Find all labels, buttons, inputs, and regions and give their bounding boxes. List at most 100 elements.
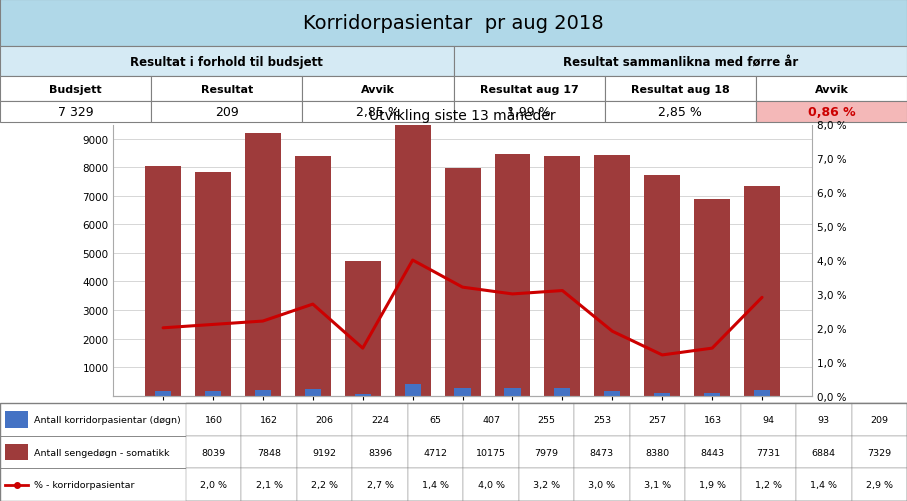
Bar xyxy=(186,436,241,468)
Bar xyxy=(756,102,907,123)
Bar xyxy=(704,393,720,396)
Text: Resultat sammanlikna med førre år: Resultat sammanlikna med førre år xyxy=(562,56,798,69)
Bar xyxy=(605,77,756,102)
Text: Utvikling siste 13 måneder: Utvikling siste 13 måneder xyxy=(369,107,556,123)
Text: 253: 253 xyxy=(593,415,611,424)
Bar xyxy=(0,77,151,102)
Bar xyxy=(454,77,605,102)
Text: 209: 209 xyxy=(871,415,888,424)
Bar xyxy=(5,444,28,460)
Bar xyxy=(454,47,907,77)
Text: 1,2 %: 1,2 % xyxy=(755,480,782,489)
Bar xyxy=(408,436,463,468)
Bar xyxy=(685,468,741,501)
Bar xyxy=(463,403,519,436)
Bar xyxy=(395,106,431,396)
Bar xyxy=(352,468,408,501)
Bar xyxy=(408,403,463,436)
Text: Antall korridorpasientar (døgn): Antall korridorpasientar (døgn) xyxy=(34,415,180,424)
Text: 2,1 %: 2,1 % xyxy=(256,480,283,489)
Bar xyxy=(408,468,463,501)
Text: 407: 407 xyxy=(482,415,500,424)
Bar xyxy=(852,403,907,436)
Bar xyxy=(796,403,852,436)
Text: 93: 93 xyxy=(818,415,830,424)
Text: 94: 94 xyxy=(763,415,775,424)
Text: Avvik: Avvik xyxy=(361,85,395,95)
Bar xyxy=(241,436,297,468)
Bar xyxy=(574,403,629,436)
Bar xyxy=(604,391,620,396)
Text: 2,9 %: 2,9 % xyxy=(866,480,892,489)
Bar xyxy=(454,389,471,396)
Bar xyxy=(654,393,670,396)
Bar xyxy=(352,436,408,468)
Text: 8380: 8380 xyxy=(646,448,669,456)
Text: 4712: 4712 xyxy=(424,448,447,456)
Bar xyxy=(852,436,907,468)
Text: Avvik: Avvik xyxy=(814,85,848,95)
Text: Resultat aug 18: Resultat aug 18 xyxy=(631,85,729,95)
Text: 2,7 %: 2,7 % xyxy=(366,480,394,489)
Text: 1,99 %: 1,99 % xyxy=(507,106,551,119)
Text: Korridorpasientar  pr aug 2018: Korridorpasientar pr aug 2018 xyxy=(303,14,604,33)
Text: 255: 255 xyxy=(538,415,555,424)
Bar xyxy=(796,436,852,468)
Bar xyxy=(741,436,796,468)
Bar xyxy=(186,403,241,436)
Bar xyxy=(594,155,630,396)
Bar xyxy=(195,172,231,396)
Text: 8039: 8039 xyxy=(201,448,226,456)
Text: Resultat: Resultat xyxy=(200,85,253,95)
Text: 1,9 %: 1,9 % xyxy=(699,480,727,489)
Bar xyxy=(297,468,352,501)
Text: Antall sengedøgn - somatikk: Antall sengedøgn - somatikk xyxy=(34,448,169,456)
Text: 0,86 %: 0,86 % xyxy=(807,106,855,119)
Bar xyxy=(519,403,574,436)
Text: 163: 163 xyxy=(704,415,722,424)
Text: 2,0 %: 2,0 % xyxy=(200,480,227,489)
Text: 162: 162 xyxy=(260,415,278,424)
Bar xyxy=(852,468,907,501)
Bar xyxy=(302,77,454,102)
Text: Resultat i forhold til budsjett: Resultat i forhold til budsjett xyxy=(131,56,323,69)
Bar xyxy=(574,436,629,468)
Bar xyxy=(305,389,321,396)
Bar xyxy=(0,0,907,47)
Bar xyxy=(694,200,730,396)
Text: Budsjett: Budsjett xyxy=(49,85,102,95)
Bar xyxy=(0,102,151,123)
Bar xyxy=(756,77,907,102)
Bar xyxy=(0,468,907,501)
Bar xyxy=(741,403,796,436)
Text: 9192: 9192 xyxy=(313,448,336,456)
Bar xyxy=(0,47,454,77)
Bar xyxy=(255,390,271,396)
Bar xyxy=(519,468,574,501)
Bar xyxy=(554,388,571,396)
Bar xyxy=(186,468,241,501)
Text: 209: 209 xyxy=(215,106,239,119)
Text: 224: 224 xyxy=(371,415,389,424)
Bar xyxy=(685,436,741,468)
Bar xyxy=(504,389,521,396)
Text: 65: 65 xyxy=(430,415,442,424)
Text: 2,85 %: 2,85 % xyxy=(658,106,702,119)
Bar xyxy=(0,436,907,468)
Bar xyxy=(463,436,519,468)
Bar xyxy=(454,102,605,123)
Text: 7329: 7329 xyxy=(867,448,892,456)
Text: 10175: 10175 xyxy=(476,448,506,456)
Bar xyxy=(245,134,281,396)
Text: 7979: 7979 xyxy=(534,448,559,456)
Bar xyxy=(644,176,680,396)
Bar xyxy=(355,394,371,396)
Bar xyxy=(685,403,741,436)
Bar xyxy=(444,168,481,396)
Text: 4,0 %: 4,0 % xyxy=(477,480,504,489)
Bar xyxy=(205,391,221,396)
Bar xyxy=(345,262,381,396)
Bar xyxy=(494,154,531,396)
Text: 2,85 %: 2,85 % xyxy=(356,106,400,119)
Text: 3,0 %: 3,0 % xyxy=(589,480,616,489)
